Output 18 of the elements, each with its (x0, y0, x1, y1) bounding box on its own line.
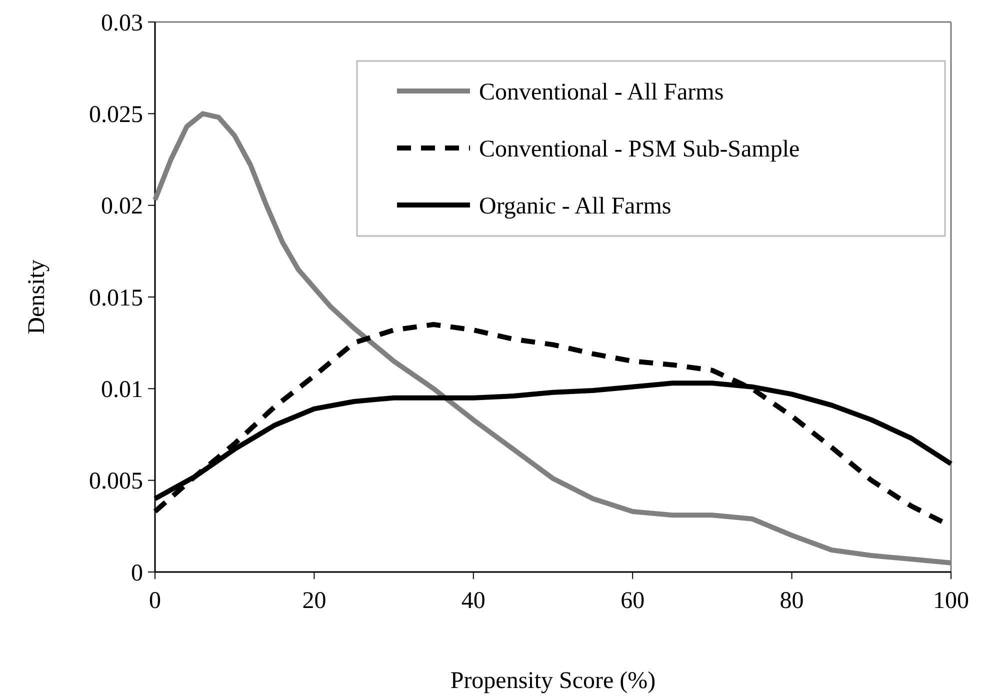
y-tick-label: 0.005 (89, 468, 143, 495)
y-tick-label: 0.03 (101, 10, 143, 36)
y-tick-label: 0.02 (101, 194, 143, 220)
x-tick-label: 40 (461, 588, 486, 614)
y-tick-label: 0 (131, 560, 143, 586)
x-axis-title: Propensity Score (%) (450, 668, 656, 694)
x-tick-label: 0 (149, 588, 161, 614)
legend-label: Organic - All Farms (479, 193, 672, 220)
legend-label: Conventional - All Farms (479, 79, 724, 106)
x-tick-label: 100 (933, 588, 969, 614)
x-tick-label: 80 (780, 588, 804, 614)
y-tick-label: 0.025 (89, 102, 143, 128)
legend-label: Conventional - PSM Sub-Sample (479, 136, 800, 162)
y-tick-label: 0.01 (101, 377, 143, 404)
y-tick-label: 0.015 (89, 285, 143, 312)
y-axis-title: Density (24, 260, 50, 334)
x-tick-label: 60 (620, 588, 645, 614)
x-tick-label: 20 (302, 588, 326, 614)
